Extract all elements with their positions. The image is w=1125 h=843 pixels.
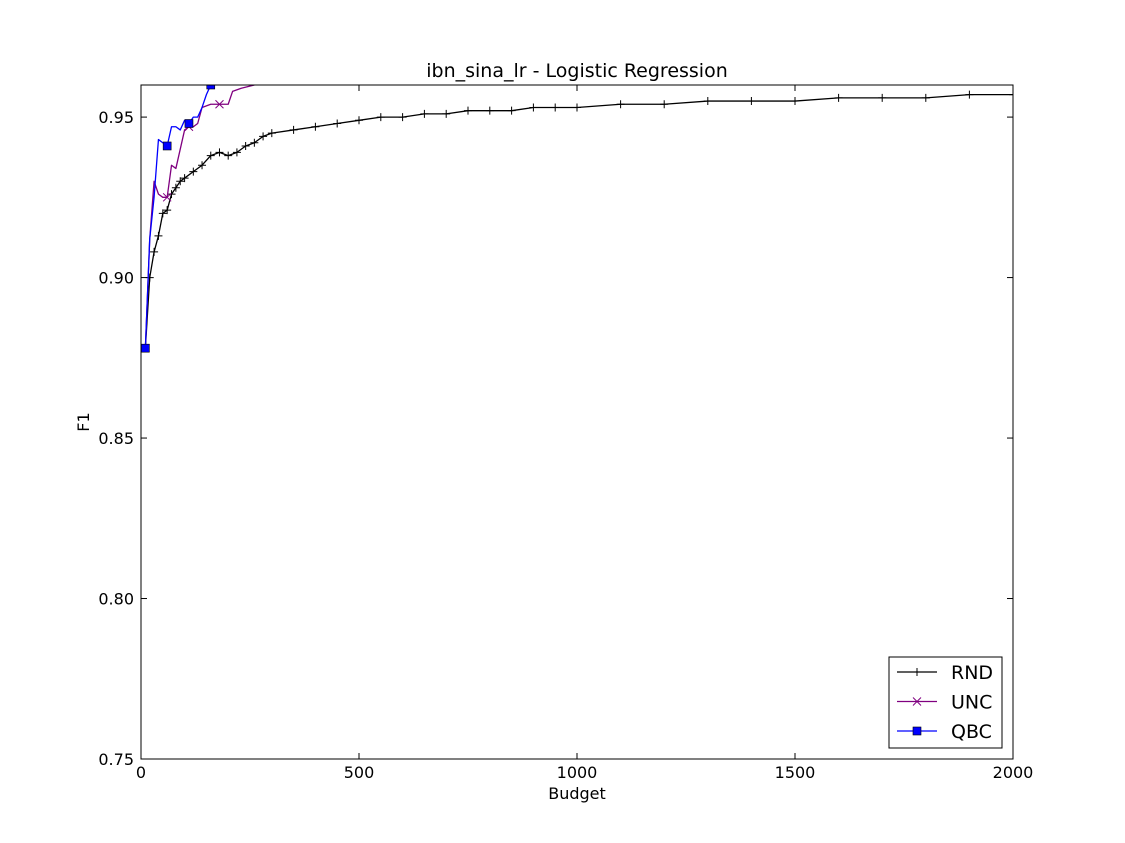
x-tick-label: 1000	[557, 763, 598, 782]
legend-entry-rnd: RND	[897, 662, 993, 684]
series-unc-point	[162, 192, 172, 202]
series-rnd-point	[171, 183, 180, 192]
legend-entries: RND UNC QBC	[897, 662, 993, 743]
x-tick-label: 0	[136, 763, 146, 782]
legend-marker-unc	[912, 697, 922, 706]
series-rnd-point	[154, 231, 163, 240]
series-rnd-point	[573, 103, 581, 112]
series-rnd-point	[834, 93, 843, 102]
y-tick-label: 0.85	[98, 429, 134, 448]
legend-label-qbc: QBC	[951, 721, 992, 743]
series-rnd-line	[144, 93, 1013, 349]
series-rnd-point	[333, 119, 342, 128]
series-rnd-point	[485, 106, 494, 115]
series-rnd-point	[398, 113, 407, 122]
legend-entry-unc: UNC	[897, 692, 992, 714]
series-qbc-point	[162, 141, 172, 151]
series-rnd-point	[189, 167, 198, 176]
x-tick-label: 2000	[993, 763, 1034, 782]
y-tick-label: 0.75	[98, 750, 134, 769]
series-rnd-point	[167, 190, 176, 199]
series-unc-point	[215, 99, 224, 109]
legend-label-rnd: RND	[951, 662, 993, 684]
series-rnd-point	[791, 97, 799, 106]
series-rnd-point	[232, 148, 241, 157]
series-rnd-point	[241, 141, 250, 150]
y-axis-label: F1	[74, 412, 93, 431]
series-rnd-point	[145, 273, 154, 282]
series-rnd-point	[180, 174, 189, 183]
y-tick-label: 0.95	[98, 108, 134, 127]
series-qbc-point	[141, 343, 150, 353]
series-qbc-point	[206, 85, 216, 90]
series-rnd-point	[259, 132, 268, 141]
series-rnd-point	[289, 125, 298, 134]
legend-label-unc: UNC	[951, 692, 992, 714]
legend-marker-rnd	[913, 668, 921, 676]
series-rnd-point	[267, 129, 276, 138]
series-qbc-point	[184, 119, 194, 128]
series-rnd-point	[703, 97, 712, 106]
series-rnd-point	[529, 103, 538, 112]
series-rnd-point	[420, 109, 429, 118]
ticks-layer: 0 500 1000 1500 2000 0.75 0.80 0.85 0.90 0.95	[98, 85, 1033, 782]
series-rnd-point	[747, 97, 756, 106]
series-rnd-point	[660, 100, 669, 109]
x-tick-label: 1500	[775, 763, 816, 782]
series-rnd-point	[1009, 90, 1013, 99]
legend: RND UNC QBC	[888, 656, 1003, 749]
series-rnd-point	[158, 209, 167, 218]
series-rnd-point	[355, 116, 363, 125]
series-rnd-point	[442, 109, 451, 118]
series-rnd-point	[376, 113, 385, 122]
series-rnd-point	[464, 106, 472, 115]
y-tick-label: 0.80	[98, 590, 134, 609]
series-rnd-point	[198, 161, 207, 170]
series-rnd	[141, 90, 1013, 353]
series-rnd-point	[616, 100, 625, 109]
legend-marker-qbc	[912, 726, 922, 736]
series-rnd-point	[224, 151, 233, 160]
series-rnd-point	[311, 122, 320, 131]
series-rnd-point	[250, 138, 259, 147]
series-rnd-point	[507, 106, 516, 115]
legend-box	[888, 656, 1003, 749]
series-qbc	[141, 85, 216, 353]
x-tick-label: 500	[344, 763, 375, 782]
series-rnd-point	[965, 90, 974, 99]
series-rnd-point	[150, 247, 159, 256]
series-qbc-line	[144, 85, 212, 349]
x-axis-label: Budget	[548, 784, 606, 803]
series-rnd-point	[921, 93, 930, 102]
series-rnd-point	[551, 103, 560, 112]
series-rnd-point	[215, 148, 224, 157]
chart-title: ibn_sina_lr - Logistic Regression	[426, 60, 728, 82]
series-rnd-point	[878, 93, 887, 102]
y-tick-label: 0.90	[98, 269, 134, 288]
series-rnd-point	[176, 177, 185, 186]
series-rnd-point	[206, 151, 215, 160]
series-layer	[141, 85, 1013, 353]
series-rnd-point	[163, 206, 172, 215]
legend-entry-qbc: QBC	[897, 721, 992, 743]
